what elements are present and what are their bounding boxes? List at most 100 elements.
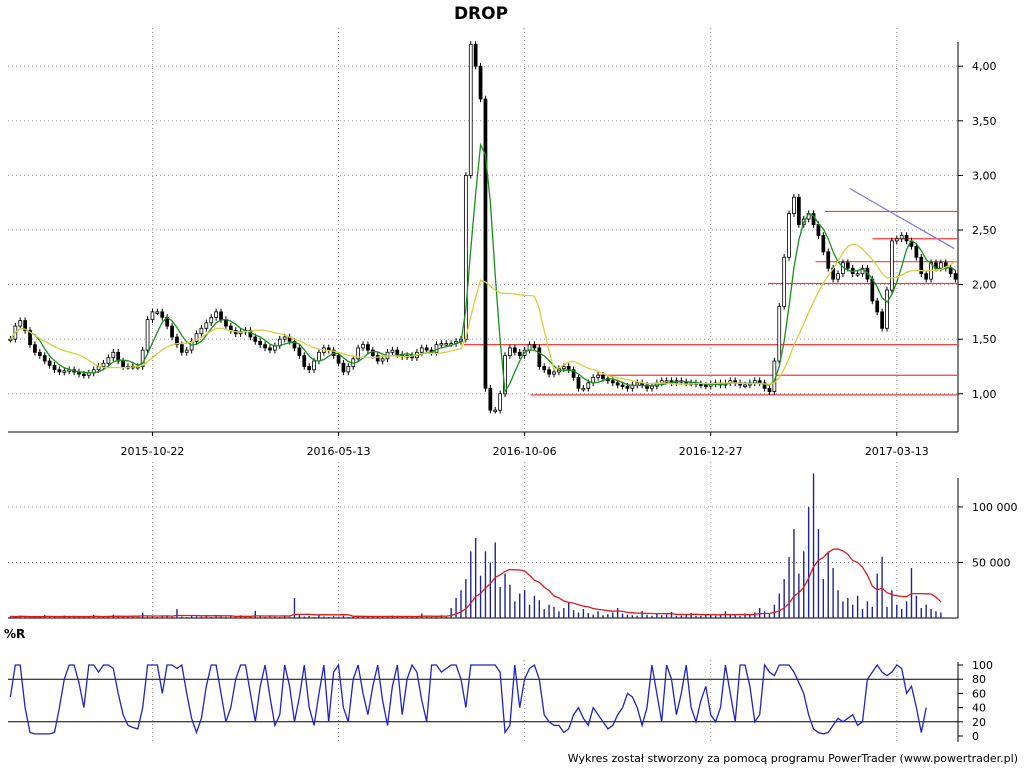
candle-body [170, 325, 174, 338]
candle-body [890, 240, 894, 291]
candle-body [767, 387, 772, 392]
candle-body [145, 319, 150, 351]
credit-text: Wykres został stworzony za pomocą progra… [568, 752, 1018, 765]
candle-body [140, 349, 145, 367]
candle-body [175, 336, 179, 346]
candle-body [82, 373, 86, 377]
candle-body [258, 340, 263, 346]
candle-body [493, 409, 498, 413]
candle-body [253, 336, 258, 342]
x-tick-label: 2016-05-13 [307, 445, 371, 458]
candle-body [904, 235, 909, 242]
candle-body [650, 385, 654, 389]
candle-body [601, 374, 605, 379]
candle-body [664, 380, 669, 383]
candle-body [116, 351, 121, 362]
candle-body [341, 362, 346, 373]
moving-average-long [9, 243, 956, 386]
y-tick-label: 40 [972, 702, 986, 715]
candle-body [581, 387, 586, 391]
candle-body [596, 374, 600, 378]
candle-body [547, 369, 551, 375]
candle-body [552, 371, 556, 375]
candle-body [336, 355, 341, 364]
candle-body [894, 238, 899, 242]
candle-body [699, 383, 703, 386]
candle-body [537, 347, 542, 367]
candle-body [517, 351, 522, 356]
candle-body [361, 344, 365, 349]
candle-body [542, 366, 547, 371]
candle-body [473, 43, 478, 67]
axis-layer [8, 42, 963, 742]
y-tick-label: 1,50 [972, 333, 997, 346]
candle-body [899, 235, 904, 240]
candle-body [42, 355, 47, 362]
candle-body [468, 43, 473, 176]
y-tick-label: 80 [972, 673, 986, 686]
candle-body [777, 306, 782, 362]
candle-body [356, 347, 360, 360]
candle-body [312, 360, 316, 371]
y-tick-label: 100 000 [972, 501, 1018, 514]
candle-body [33, 344, 37, 353]
candle-body [346, 366, 351, 373]
y-tick-label: 2,00 [972, 279, 997, 292]
trend-line [849, 187, 955, 250]
oscillator-label: %R [4, 627, 25, 641]
candle-body [620, 384, 625, 387]
candle-body [488, 387, 493, 411]
y-tick-label: 1,00 [972, 388, 997, 401]
candle-body [390, 349, 395, 353]
x-tick-label: 2016-12-27 [679, 445, 743, 458]
candle-body [743, 384, 747, 387]
moving-averages [9, 142, 956, 394]
candle-body [532, 344, 537, 349]
candle-body [444, 343, 449, 346]
candle-body [101, 362, 106, 367]
candle-body [924, 273, 929, 280]
candle-body [106, 357, 111, 364]
candle-body [57, 369, 62, 373]
candle-body [62, 370, 67, 373]
candle-body [268, 347, 272, 351]
candle-body [184, 349, 189, 353]
y-tick-label: 3,00 [972, 169, 997, 182]
candle-body [757, 380, 762, 384]
candle-body [37, 351, 42, 356]
y-tick-label: 20 [972, 716, 986, 729]
candle-body [610, 380, 615, 384]
candle-body [561, 366, 566, 370]
candle-body [483, 98, 488, 389]
candle-body [576, 377, 581, 389]
candle-body [566, 366, 571, 371]
tick-labels: 2015-10-22 2016-05-13 2016-10-06 2016-12-27… [120, 60, 1017, 743]
candle-body [199, 327, 204, 335]
candle-body [18, 320, 23, 327]
candle-body [752, 380, 757, 384]
candle-body [508, 347, 512, 356]
candle-body [150, 311, 155, 320]
candle-body [23, 320, 28, 331]
candle-body [762, 382, 767, 389]
candle-body [47, 360, 52, 366]
candle-body [155, 311, 160, 314]
candle-body [439, 343, 444, 346]
volume-average-line [10, 548, 942, 618]
candle-body [885, 289, 889, 329]
candle-body [571, 369, 576, 378]
candle-body [204, 322, 209, 329]
candle-body [792, 196, 796, 215]
candle-body [214, 311, 218, 318]
candle-body [948, 267, 953, 275]
candle-body [292, 340, 297, 349]
candle-body [527, 344, 532, 351]
candle-body [615, 382, 620, 386]
candle-body [875, 300, 880, 313]
candle-body [121, 360, 125, 367]
candle-body [478, 65, 483, 100]
williams-r-line [9, 663, 927, 735]
candle-body [219, 311, 223, 320]
